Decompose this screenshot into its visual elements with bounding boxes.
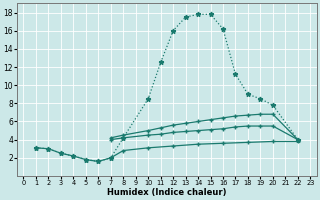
- X-axis label: Humidex (Indice chaleur): Humidex (Indice chaleur): [107, 188, 227, 197]
